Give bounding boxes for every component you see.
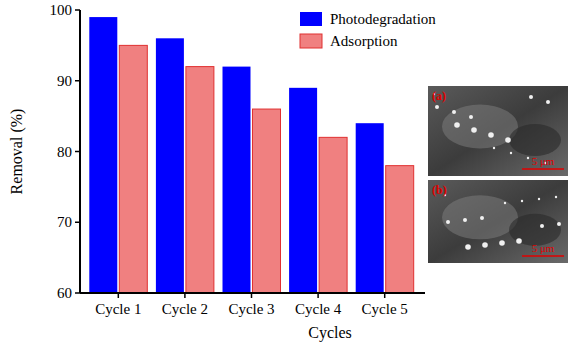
y-tick-label: 60 [57,285,72,301]
x-tick-label: Cycle 1 [95,301,141,317]
y-tick [75,80,80,82]
y-tick [75,222,80,224]
bar [156,38,184,293]
legend-label: Adsorption [330,33,398,49]
x-tick-label: Cycle 4 [295,301,342,317]
scale-bar-label: 5 μm [532,242,555,254]
inset-label: (b) [432,183,447,197]
inset-particle [538,198,540,200]
y-tick-label: 70 [57,214,72,230]
x-tick-label: Cycle 3 [228,301,274,317]
inset-particle [482,242,488,248]
bar [186,67,214,293]
y-tick [75,9,80,11]
inset-particle [529,95,533,99]
inset-particle [488,132,494,138]
bar [289,88,317,293]
inset-particle [540,224,544,228]
inset-particle [527,157,529,159]
inset-particle [463,218,467,222]
x-tick [184,293,186,298]
y-tick-label: 80 [57,144,72,160]
inset-particle [499,240,505,246]
x-tick-label: Cycle 5 [362,301,408,317]
inset-particle [471,127,477,133]
inset-particle [504,202,506,204]
x-tick-label: Cycle 2 [162,301,208,317]
inset-grain [442,195,518,239]
y-tick-label: 100 [50,2,73,18]
x-axis [80,292,425,294]
bars [89,17,413,293]
inset-particle [435,105,439,109]
scale-bar [522,255,564,257]
bar [386,166,414,293]
y-tick [75,151,80,153]
inset-particle [510,152,512,154]
inset-grain [509,124,561,156]
inset-particle [452,110,456,114]
inset-grain [509,214,561,246]
inset-background [428,86,568,176]
legend: Photodegradation Adsorption [300,11,436,49]
x-tick [384,293,386,298]
bar [119,45,147,293]
inset-particle [480,216,484,220]
chart: 60 70 80 90 100 Cycle 1 Cycle 2 Cycle 3 Cycle 4 C… [0,0,572,348]
y-axis-title: Removal (%) [8,109,26,195]
inset-particle [454,122,460,128]
bar [319,137,347,293]
x-axis-title: Cycles [308,324,352,342]
inset-particle [505,137,511,143]
inset-label: (a) [432,89,446,103]
inset-particle [546,100,550,104]
bar [253,109,281,293]
inset-background [428,180,568,263]
x-tick [251,293,253,298]
inset-particle [555,196,557,198]
inset-particle [465,244,471,250]
inset-particle [521,200,523,202]
inset-image [428,86,568,176]
legend-swatch [300,34,322,48]
inset-image [428,180,568,263]
bar [89,17,117,293]
x-tick [118,293,120,298]
y-tick-label: 90 [57,73,72,89]
scale-bar [522,168,564,170]
legend-swatch [300,12,322,26]
inset-particle [493,147,495,149]
inset-particle [446,220,450,224]
legend-label: Photodegradation [330,11,436,27]
y-tick [75,292,80,294]
inset-grain [442,105,518,149]
inset-particle [516,238,522,244]
inset-particle [557,222,561,226]
scale-bar-label: 5 μm [532,155,555,167]
inset-particle [469,115,473,119]
bar [223,67,251,293]
x-tick [317,293,319,298]
bar [356,123,384,293]
